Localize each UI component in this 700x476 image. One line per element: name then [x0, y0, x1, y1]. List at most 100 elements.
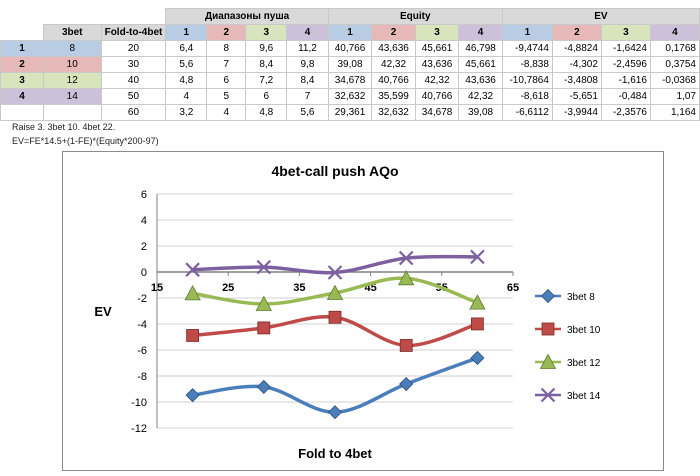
cell-range: 6,4	[165, 40, 208, 57]
cell-fold: 50	[100, 88, 167, 105]
cell-equity: 34,678	[414, 104, 460, 121]
cell-range: 6	[206, 72, 247, 89]
data-point	[185, 388, 200, 403]
cell-range: 4,8	[245, 104, 288, 121]
cell-equity: 43,636	[371, 40, 416, 57]
legend-item: 3bet 12	[535, 353, 601, 369]
cell-fold: 60	[100, 104, 167, 121]
cell-range: 4	[206, 104, 247, 121]
cell-range: 5	[206, 88, 247, 105]
cell-ev: -1,6424	[600, 40, 651, 57]
data-point	[398, 269, 415, 286]
cell-3bet: 10	[42, 56, 102, 73]
col-header-equity-3: 3	[414, 24, 460, 41]
chart-title: 4bet-call push AQo	[271, 163, 398, 179]
legend-item: 3bet 14	[535, 387, 601, 403]
series-3bet-12	[184, 269, 486, 311]
data-point	[326, 284, 344, 300]
equity-group-header: Equity	[327, 8, 503, 25]
table-row: 2 10 30 5,6 7 8,4 9,8 39,08 42,32 43,636 45,661 -8,…	[0, 56, 700, 73]
x-tick-label: 35	[293, 282, 305, 294]
data-point	[255, 295, 272, 311]
ev-group-header: EV	[501, 8, 700, 25]
data-point	[469, 294, 486, 310]
y-tick-label: -8	[137, 371, 147, 383]
cell-equity: 43,636	[458, 72, 503, 89]
legend-marker	[540, 288, 556, 304]
cell-equity: 39,08	[458, 104, 503, 121]
row-index: 2	[0, 56, 44, 73]
data-point	[186, 329, 199, 342]
col-header-range-3: 3	[245, 24, 288, 41]
cell-ev: 0,1768	[649, 40, 700, 57]
cell-range: 5,6	[165, 56, 208, 73]
cell-range: 8,4	[286, 72, 329, 89]
x-tick-label: 65	[507, 282, 519, 294]
cell-ev: 0,3754	[649, 56, 700, 73]
row-index: 3	[0, 72, 44, 89]
cell-equity: 42,32	[458, 88, 503, 105]
cell-ev: -2,4596	[600, 56, 651, 73]
cell-ev: -3,9944	[551, 104, 602, 121]
cell-equity: 45,661	[414, 40, 460, 57]
cell-ev: -0,484	[600, 88, 651, 105]
cell-fold: 30	[100, 56, 167, 73]
data-point	[256, 259, 272, 275]
cell-equity: 34,678	[327, 72, 373, 89]
legend-item: 3bet 8	[535, 288, 595, 304]
cell-3bet: 12	[42, 72, 102, 89]
series-3bet-10	[186, 310, 484, 352]
y-tick-label: 0	[141, 267, 147, 279]
series-3bet-14	[185, 249, 485, 280]
y-tick-label: -4	[137, 319, 147, 331]
legend-marker	[541, 322, 555, 336]
table-row: 1 8 20 6,4 8 9,6 11,2 40,766 43,636 45,661 46,798-…	[0, 40, 700, 57]
cell-ev: 1,07	[649, 88, 700, 105]
cell-equity: 43,636	[414, 56, 460, 73]
cell-range: 9,8	[286, 56, 329, 73]
series-line	[192, 254, 478, 275]
data-point	[399, 339, 413, 352]
cell-ev: -3,4808	[551, 72, 602, 89]
y-tick-label: 6	[141, 189, 147, 201]
cell-ev: -10,7864	[501, 72, 553, 89]
legend-label: 3bet 14	[567, 391, 601, 402]
cell-equity: 32,632	[327, 88, 373, 105]
cell-range: 4,8	[165, 72, 208, 89]
cell-ev: -5,651	[551, 88, 602, 105]
cell-equity: 32,632	[371, 104, 416, 121]
series-line	[192, 356, 479, 414]
col-header-range-2: 2	[206, 24, 247, 41]
y-axis-label: EV	[94, 304, 112, 319]
row-index: 1	[0, 40, 44, 57]
cell-ev: -2,3576	[600, 104, 651, 121]
data-point	[327, 405, 343, 420]
col-header-equity-1: 1	[327, 24, 373, 41]
formula-notes: Raise 3. 3bet 10. 4bet 22. EV=FE*14.5+(1…	[12, 120, 159, 148]
data-point	[184, 285, 201, 301]
col-header-fold: Fold-to-4bet	[100, 24, 167, 41]
legend-item: 3bet 10	[535, 322, 601, 336]
data-point	[470, 249, 485, 265]
cell-equity: 42,32	[414, 72, 460, 89]
cell-equity: 46,798	[458, 40, 503, 57]
legend-label: 3bet 8	[567, 292, 595, 303]
data-point	[470, 350, 485, 366]
cell-range: 8,4	[245, 56, 288, 73]
cell-equity: 29,361	[327, 104, 373, 121]
cell-equity: 39,08	[327, 56, 373, 73]
cell-ev: -0,0368	[649, 72, 700, 89]
cell-3bet	[42, 104, 102, 121]
chart-svg: 4bet-call push AQo 6 4 2 0 -2 -4 -6 -8 -10 -12 15 25…	[94, 163, 601, 461]
cell-equity: 42,32	[371, 56, 416, 73]
table-row: 4 14 50 4 5 6 7 32,632 35,599 40,766 42,32 -8,618 -5…	[0, 88, 700, 105]
cell-range: 7	[286, 88, 329, 105]
cell-ev: -6,6112	[501, 104, 553, 121]
col-header-equity-2: 2	[371, 24, 416, 41]
y-tick-label: -10	[131, 397, 147, 409]
x-tick-label: 25	[222, 282, 234, 294]
cell-fold: 40	[100, 72, 167, 89]
cell-equity: 40,766	[371, 72, 416, 89]
cell-range: 8	[206, 40, 247, 57]
cell-ev: -1,616	[600, 72, 651, 89]
